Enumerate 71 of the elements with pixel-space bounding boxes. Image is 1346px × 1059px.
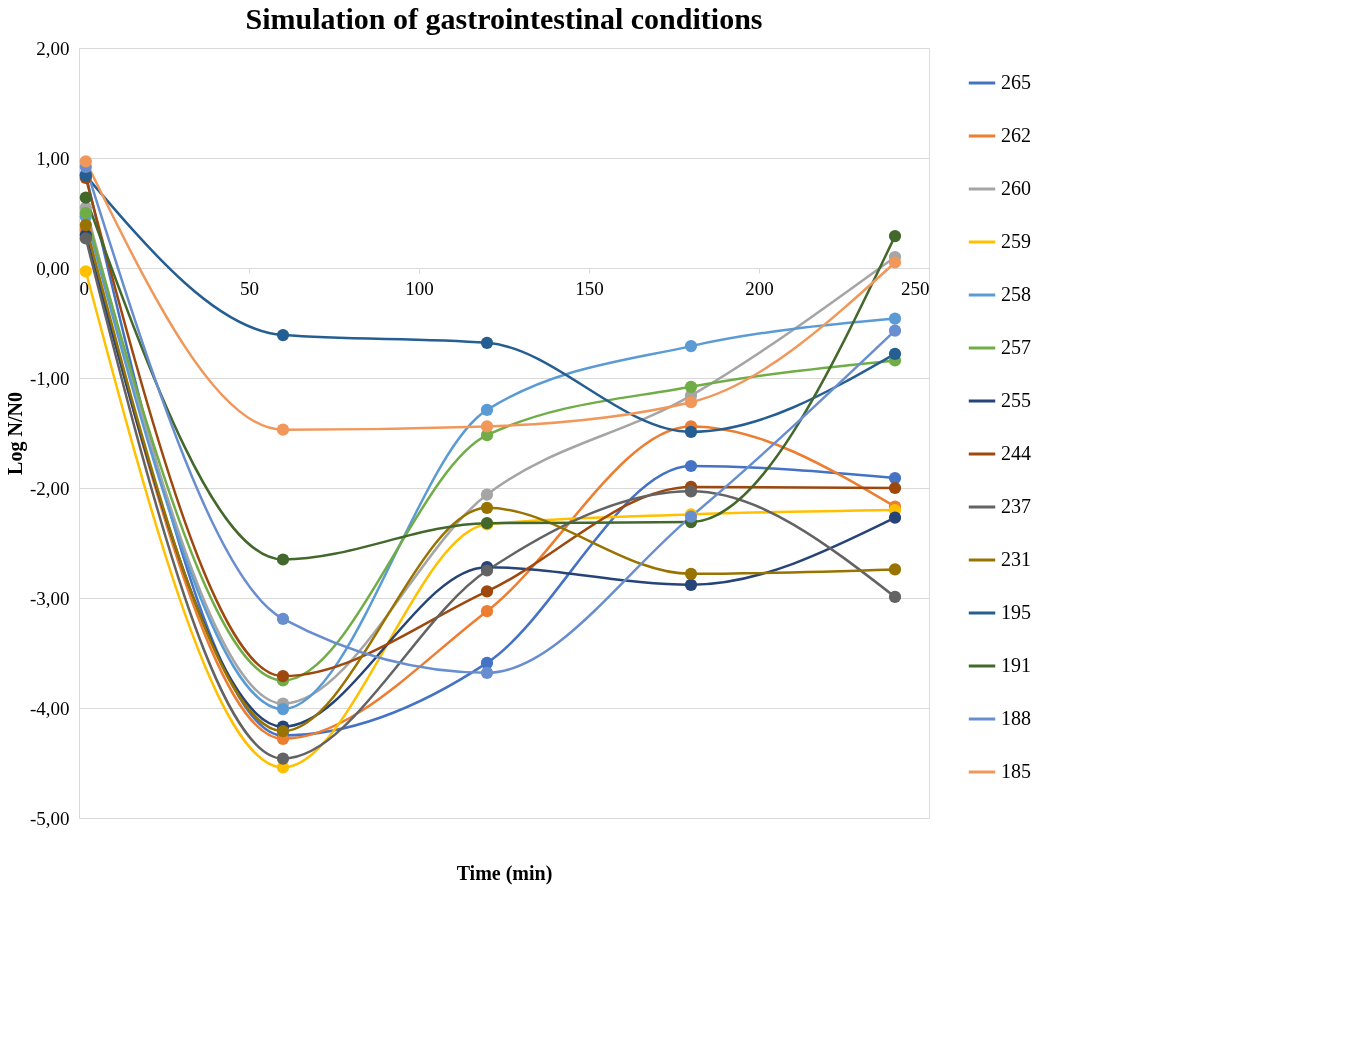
point <box>276 669 290 683</box>
x-tick-label: 150 <box>575 277 604 299</box>
point <box>888 312 902 325</box>
legend-label: 231 <box>1001 548 1031 570</box>
point <box>480 501 494 514</box>
point <box>888 324 902 337</box>
point <box>79 191 92 204</box>
legend-label: 191 <box>1001 654 1031 676</box>
point <box>276 702 290 716</box>
point <box>888 229 902 243</box>
legend-label: 258 <box>1001 283 1031 305</box>
point <box>684 459 698 473</box>
y-tick-label: -1,00 <box>29 367 70 389</box>
x-tick-label: 100 <box>405 277 434 299</box>
x-tick-label: 200 <box>745 277 774 299</box>
legend-label: 265 <box>1001 71 1031 93</box>
point <box>79 206 92 220</box>
point <box>684 396 698 409</box>
point <box>480 336 494 349</box>
point <box>480 488 494 501</box>
point <box>684 380 698 393</box>
y-tick-label: -5,00 <box>29 807 70 829</box>
point <box>276 328 290 342</box>
y-tick-label: -4,00 <box>29 697 70 719</box>
chart-title: Simulation of gastrointestinal conditions <box>245 2 763 35</box>
y-tick-label: 0,00 <box>36 257 70 279</box>
point <box>79 155 92 168</box>
legend-label: 259 <box>1001 230 1031 252</box>
point <box>888 511 902 524</box>
point <box>684 485 698 498</box>
legend-label: 195 <box>1001 601 1031 623</box>
y-tick-label: -2,00 <box>29 477 70 499</box>
point <box>276 553 290 566</box>
y-tick-label: 2,00 <box>36 37 70 59</box>
point <box>684 578 698 591</box>
point <box>684 339 698 353</box>
point <box>480 420 494 433</box>
legend-label: 188 <box>1001 707 1031 729</box>
point <box>480 605 494 618</box>
legend-label: 257 <box>1001 336 1031 358</box>
x-tick-label: 0 <box>79 277 89 299</box>
legend-label: 262 <box>1001 124 1031 146</box>
legend-label: 237 <box>1001 495 1031 517</box>
point <box>480 656 494 670</box>
x-axis-title: Time (min) <box>456 861 553 885</box>
point <box>888 256 902 269</box>
point <box>480 585 494 598</box>
point <box>684 567 698 580</box>
point <box>276 423 290 436</box>
point <box>888 590 902 604</box>
x-tick-label: 50 <box>240 277 259 299</box>
point <box>79 265 92 278</box>
legend-label: 185 <box>1001 760 1031 782</box>
point <box>480 666 494 679</box>
point <box>276 612 290 626</box>
point <box>888 347 902 360</box>
y-tick-label: 1,00 <box>36 147 70 169</box>
point <box>888 481 902 495</box>
y-tick-label: -3,00 <box>29 587 70 609</box>
x-tick-label: 250 <box>901 277 930 299</box>
point <box>276 724 290 738</box>
legend-label: 260 <box>1001 177 1031 199</box>
point <box>79 218 92 232</box>
legend-label: 244 <box>1001 442 1031 464</box>
legend-label: 255 <box>1001 389 1031 411</box>
y-axis-title: Log N/N0 <box>3 392 27 475</box>
point <box>888 563 902 576</box>
point <box>79 232 92 245</box>
point <box>684 425 698 439</box>
point <box>480 403 494 417</box>
point <box>276 752 290 765</box>
